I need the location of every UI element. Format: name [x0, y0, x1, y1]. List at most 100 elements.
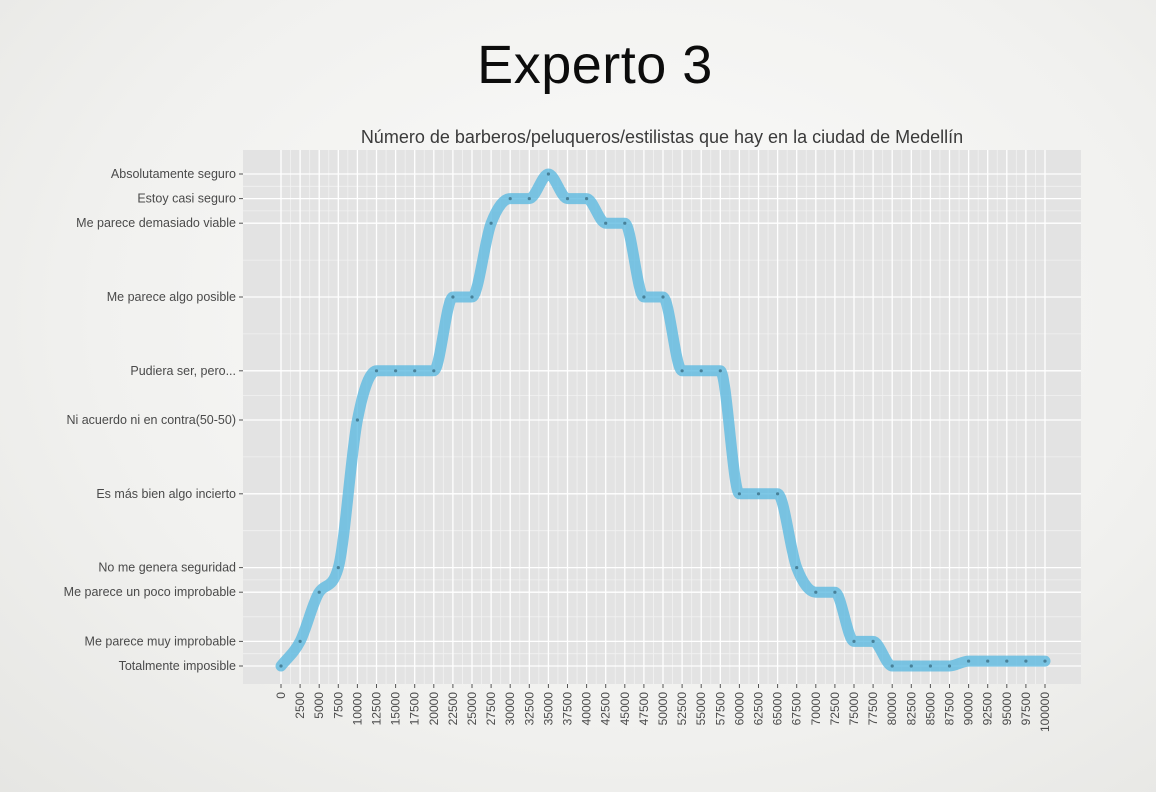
x-tick-label: 75000 [847, 692, 861, 726]
x-tick-label: 97500 [1019, 692, 1033, 726]
x-tick-label: 60000 [732, 692, 746, 726]
x-tick-label: 70000 [809, 692, 823, 726]
data-point [604, 221, 608, 225]
x-tick-label: 55000 [694, 692, 708, 726]
data-point [986, 659, 990, 663]
x-tick-label: 12500 [370, 692, 384, 726]
data-point [546, 172, 551, 176]
y-axis: Totalmente imposible Me parece muy improb… [64, 167, 243, 673]
data-point [814, 590, 818, 594]
data-point [1005, 659, 1009, 663]
data-point [489, 221, 493, 225]
x-tick-label: 85000 [923, 692, 937, 726]
data-point [718, 369, 722, 373]
x-tick-label: 15000 [389, 692, 403, 726]
x-tick-label: 80000 [885, 692, 899, 726]
x-tick-label: 37500 [561, 692, 575, 726]
x-tick-label: 95000 [1000, 692, 1014, 726]
chart-title: Número de barberos/peluqueros/estilistas… [361, 127, 963, 147]
x-tick-label: 30000 [503, 692, 517, 726]
x-tick-label: 100000 [1038, 692, 1052, 732]
data-point [661, 295, 665, 299]
x-tick-label: 72500 [828, 692, 842, 726]
data-point [737, 492, 742, 496]
x-tick-label: 67500 [790, 692, 804, 726]
x-tick-label: 10000 [350, 692, 364, 726]
x-tick-label: 82500 [904, 692, 918, 726]
x-tick-label: 65000 [771, 692, 785, 726]
data-point [527, 197, 531, 201]
data-point [470, 295, 474, 299]
x-tick-label: 77500 [866, 692, 880, 726]
data-point [413, 369, 417, 373]
data-point [565, 197, 570, 201]
y-tick-label: Totalmente imposible [119, 659, 236, 673]
y-tick-label: Me parece algo posible [107, 290, 236, 304]
data-point [298, 639, 302, 644]
data-point [833, 590, 837, 594]
x-tick-label: 0 [274, 692, 288, 699]
x-tick-label: 32500 [522, 692, 536, 726]
data-point [947, 664, 952, 668]
data-point [623, 221, 627, 225]
x-tick-label: 5000 [312, 692, 326, 719]
y-tick-label: No me genera seguridad [98, 561, 236, 575]
data-point [451, 295, 455, 299]
data-point [871, 639, 875, 644]
data-point [928, 664, 933, 668]
x-tick-label: 62500 [752, 692, 766, 726]
data-point [336, 566, 340, 570]
data-point [317, 590, 321, 594]
x-tick-label: 87500 [943, 692, 957, 726]
data-point [355, 418, 359, 422]
data-point [394, 369, 398, 373]
data-point [508, 197, 512, 201]
series-line-group [275, 168, 1051, 672]
data-point [756, 492, 761, 496]
data-point [585, 197, 589, 201]
y-tick-label: Absolutamente seguro [111, 167, 236, 181]
data-point [1024, 659, 1028, 663]
y-tick-label: Es más bien algo incierto [96, 487, 236, 501]
x-tick-label: 47500 [637, 692, 651, 726]
y-tick-label: Estoy casi seguro [137, 192, 236, 206]
y-tick-label: Me parece muy improbable [85, 634, 237, 648]
x-tick-label: 90000 [962, 692, 976, 726]
y-tick-label: Ni acuerdo ni en contra(50-50) [66, 413, 236, 427]
x-tick-label: 7500 [331, 692, 345, 719]
x-tick-label: 92500 [981, 692, 995, 726]
data-point [680, 369, 684, 373]
data-point [432, 369, 436, 373]
data-point [852, 639, 856, 644]
page-title: Experto 3 [477, 35, 713, 95]
data-point [795, 566, 799, 570]
x-tick-label: 2500 [293, 692, 307, 719]
x-tick-label: 40000 [580, 692, 594, 726]
data-point [642, 295, 646, 299]
data-point [1043, 659, 1047, 663]
x-tick-label: 25000 [465, 692, 479, 726]
x-tick-label: 52500 [675, 692, 689, 726]
x-tick-label: 35000 [541, 692, 555, 726]
x-axis: 0 2500 5000 7500 10000 12500 15000 17500 20000 22… [274, 684, 1052, 732]
data-point [967, 659, 971, 663]
data-point [776, 492, 780, 496]
x-tick-label: 17500 [408, 692, 422, 726]
plot-panel [243, 150, 1081, 684]
y-tick-label: Me parece demasiado viable [76, 216, 236, 230]
data-point [909, 664, 913, 668]
data-point [890, 664, 894, 668]
y-tick-label: Me parece un poco improbable [64, 585, 236, 599]
data-point [279, 664, 283, 668]
x-tick-label: 27500 [484, 692, 498, 726]
data-point [699, 369, 703, 373]
x-tick-label: 50000 [656, 692, 670, 726]
x-tick-label: 42500 [599, 692, 613, 726]
y-tick-label: Pudiera ser, pero... [130, 364, 236, 378]
x-tick-label: 20000 [427, 692, 441, 726]
x-tick-label: 45000 [618, 692, 632, 726]
x-tick-label: 57500 [713, 692, 727, 726]
data-point [374, 369, 379, 373]
x-tick-label: 22500 [446, 692, 460, 726]
